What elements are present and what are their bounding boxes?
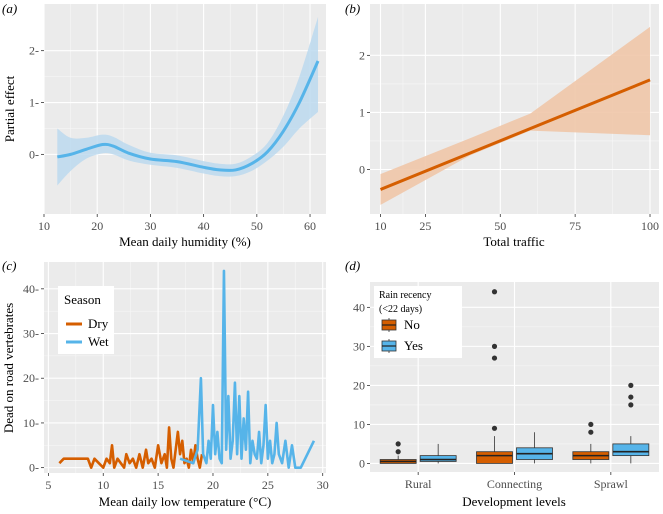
x-tick-label: 25 bbox=[419, 219, 431, 233]
box-outlier bbox=[628, 394, 634, 400]
panel-letter-c: (c) bbox=[2, 258, 16, 273]
y-tick-label: 10- bbox=[23, 416, 39, 430]
box-sprawl-yes bbox=[612, 443, 650, 457]
box-outlier bbox=[491, 343, 498, 349]
x-axis-title-b: Total traffic bbox=[483, 234, 545, 249]
x-tick-label: 50 bbox=[251, 219, 263, 233]
legend-swatch-yes bbox=[381, 339, 397, 353]
y-tick-label: 20- bbox=[23, 371, 39, 385]
x-axis-title-d: Development levels bbox=[462, 494, 566, 509]
x-tick-label: 10 bbox=[38, 219, 50, 233]
y-axis-title-c: Dead on road vertebrates bbox=[1, 303, 16, 433]
panel-b: (b) 10 25 50 75 100 0 1 2 Total traffic bbox=[345, 1, 659, 249]
box-rural-yes bbox=[419, 455, 457, 462]
x-ticks-c: 5 10 15 20 25 30 bbox=[45, 473, 329, 492]
x-tick-label: 30 bbox=[144, 219, 156, 233]
legend-label-no: No bbox=[404, 317, 420, 332]
x-tick-label: 40 bbox=[198, 219, 210, 233]
ci-band-a bbox=[57, 16, 319, 186]
series-b bbox=[379, 78, 651, 191]
legend-label-dry: Dry bbox=[88, 316, 109, 331]
y-tick-label: 0- bbox=[29, 461, 39, 475]
panel-letter-a: (a) bbox=[2, 1, 17, 16]
legend-swatch-no bbox=[381, 318, 397, 332]
legend-label-yes: Yes bbox=[404, 338, 423, 353]
panel-letter-d: (d) bbox=[345, 258, 360, 273]
fit-line bbox=[57, 60, 320, 172]
y-tick-label: 0 bbox=[359, 456, 365, 470]
x-axis-title-c: Mean daily low temperature (°C) bbox=[99, 494, 272, 509]
x-tick-label: 10 bbox=[374, 219, 386, 233]
ci-band bbox=[380, 26, 651, 205]
y-tick-label: 0 bbox=[359, 162, 365, 176]
x-ticks-d: Rural Connecting Sprawl bbox=[405, 472, 629, 491]
x-tick-label: Rural bbox=[405, 477, 432, 491]
legend-title-d-line2: (<22 days) bbox=[379, 304, 422, 315]
series-a bbox=[57, 60, 320, 172]
legend-title-c: Season bbox=[64, 292, 101, 307]
x-tick-label: 100 bbox=[641, 219, 659, 233]
legend-d: Rain recency (<22 days) No Yes bbox=[374, 286, 462, 358]
y-axis-title-a: Partial effect bbox=[2, 75, 17, 142]
y-ticks-a: 0- 1- 2- bbox=[29, 44, 44, 161]
boxes-d bbox=[379, 289, 650, 464]
box-outlier bbox=[628, 382, 634, 388]
y-tick-label: 30 bbox=[353, 339, 365, 353]
y-tick-label: 30- bbox=[23, 327, 39, 341]
panel-c: (c) 5 10 15 20 25 30 0- 10- 20- 30- 40- Season Dr… bbox=[1, 258, 329, 509]
x-tick-label: 25 bbox=[262, 478, 274, 492]
box-outlier bbox=[491, 425, 498, 431]
series-line-wet bbox=[179, 269, 316, 469]
x-ticks-a: 10 20 30 40 50 60 bbox=[38, 214, 316, 233]
y-tick-label: 40 bbox=[353, 300, 365, 314]
x-tick-label: Connecting bbox=[487, 477, 542, 491]
y-tick-label: 10 bbox=[353, 417, 365, 431]
box-outlier bbox=[588, 421, 594, 428]
y-tick-label: 20 bbox=[353, 378, 365, 392]
ci-band-b bbox=[380, 26, 651, 205]
y-tick-label: 2- bbox=[29, 44, 39, 58]
box-outlier bbox=[395, 441, 401, 447]
legend-c: Season Dry Wet bbox=[58, 286, 114, 354]
panel-d: (d) Rural Connecting Sprawl 0 10 20 30 40 Rain… bbox=[345, 258, 659, 509]
grid-a bbox=[43, 4, 326, 214]
x-tick-label: 5 bbox=[45, 478, 51, 492]
y-tick-label: 0- bbox=[29, 147, 39, 161]
y-tick-label: 1- bbox=[29, 96, 39, 110]
box-outlier bbox=[395, 449, 401, 455]
box-outlier bbox=[628, 402, 634, 408]
x-tick-label: 75 bbox=[569, 219, 581, 233]
legend-label-wet: Wet bbox=[88, 334, 109, 349]
y-tick-label: 1 bbox=[359, 105, 365, 119]
box-outlier bbox=[491, 289, 498, 295]
x-axis-title-a: Mean daily humidity (%) bbox=[119, 234, 251, 249]
panel-a: (a) 10 20 30 40 50 60 0- 1- 2- Mean daily humid… bbox=[2, 1, 326, 249]
x-ticks-b: 10 25 50 75 100 bbox=[374, 214, 659, 233]
y-ticks-b: 0 1 2 bbox=[359, 48, 370, 176]
x-tick-label: 10 bbox=[97, 478, 109, 492]
x-tick-label: 50 bbox=[494, 219, 506, 233]
y-tick-label: 2 bbox=[359, 48, 365, 62]
x-tick-label: Sprawl bbox=[594, 477, 629, 491]
x-tick-label: 20 bbox=[207, 478, 219, 492]
y-ticks-d: 0 10 20 30 40 bbox=[353, 300, 370, 470]
ci-band bbox=[57, 16, 319, 186]
panel-letter-b: (b) bbox=[345, 1, 360, 16]
box-outlier bbox=[588, 429, 594, 435]
x-tick-label: 20 bbox=[91, 219, 103, 233]
series-c bbox=[58, 269, 316, 469]
fit-line bbox=[379, 78, 651, 191]
x-tick-label: 30 bbox=[317, 478, 329, 492]
y-tick-label: 40- bbox=[23, 282, 39, 296]
box-outlier bbox=[491, 355, 498, 361]
legend-title-d-line1: Rain recency bbox=[379, 290, 431, 301]
box-connecting-no bbox=[476, 451, 513, 464]
plot-area-a bbox=[44, 4, 326, 214]
x-tick-label: 15 bbox=[152, 478, 164, 492]
x-tick-label: 60 bbox=[304, 219, 316, 233]
y-ticks-c: 0- 10- 20- 30- 40- bbox=[23, 282, 44, 475]
